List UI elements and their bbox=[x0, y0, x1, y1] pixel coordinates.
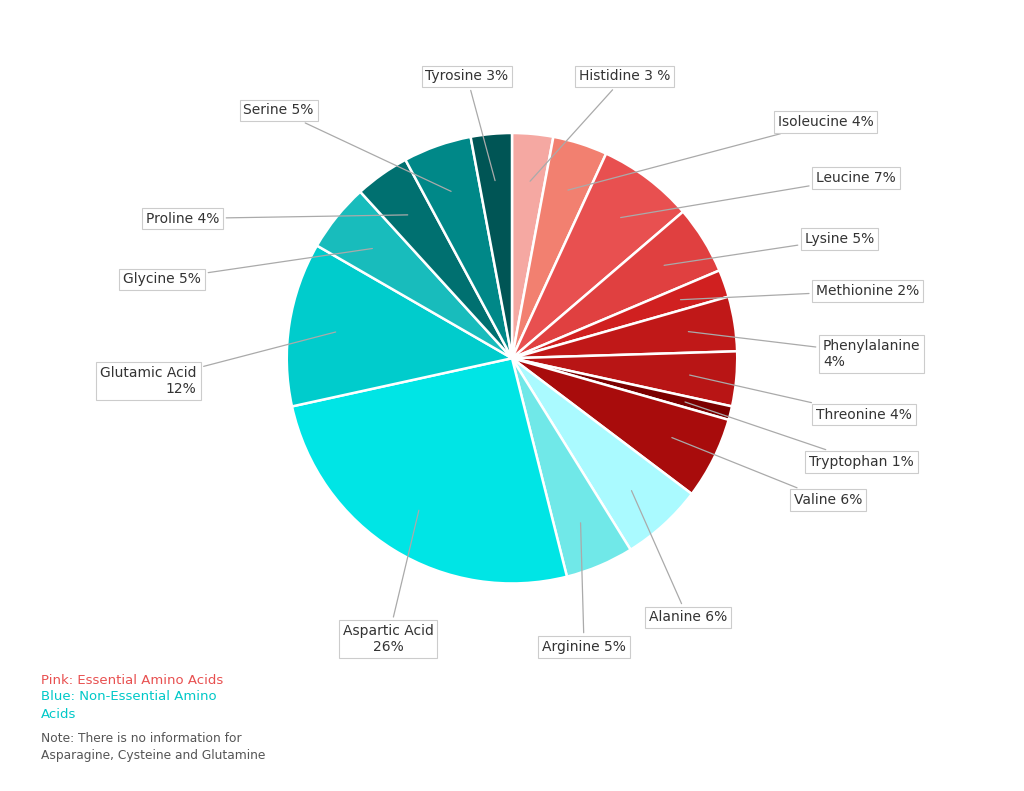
Wedge shape bbox=[512, 358, 631, 577]
Wedge shape bbox=[512, 297, 737, 358]
Wedge shape bbox=[406, 137, 512, 358]
Text: Serine 5%: Serine 5% bbox=[244, 104, 452, 191]
Text: Lysine 5%: Lysine 5% bbox=[665, 232, 874, 265]
Text: Alanine 6%: Alanine 6% bbox=[632, 490, 727, 624]
Wedge shape bbox=[317, 191, 512, 358]
Wedge shape bbox=[512, 137, 606, 358]
Text: Methionine 2%: Methionine 2% bbox=[681, 284, 920, 300]
Text: Note: There is no information for
Asparagine, Cysteine and Glutamine: Note: There is no information for Aspara… bbox=[41, 732, 265, 763]
Wedge shape bbox=[512, 212, 720, 358]
Text: Glutamic Acid
12%: Glutamic Acid 12% bbox=[100, 332, 336, 396]
Wedge shape bbox=[471, 133, 512, 358]
Wedge shape bbox=[512, 271, 729, 358]
Text: Tyrosine 3%: Tyrosine 3% bbox=[425, 70, 509, 180]
Text: Arginine 5%: Arginine 5% bbox=[542, 523, 626, 654]
Text: Isoleucine 4%: Isoleucine 4% bbox=[568, 115, 873, 190]
Wedge shape bbox=[512, 153, 683, 358]
Wedge shape bbox=[512, 358, 732, 420]
Wedge shape bbox=[287, 246, 512, 407]
Text: Phenylalanine
4%: Phenylalanine 4% bbox=[688, 331, 921, 369]
Text: Blue: Non-Essential Amino
Acids: Blue: Non-Essential Amino Acids bbox=[41, 691, 217, 721]
Text: Aspartic Acid
26%: Aspartic Acid 26% bbox=[343, 510, 433, 654]
Wedge shape bbox=[512, 358, 729, 494]
Text: Leucine 7%: Leucine 7% bbox=[621, 171, 896, 218]
Wedge shape bbox=[512, 133, 553, 358]
Text: Pink: Essential Amino Acids: Pink: Essential Amino Acids bbox=[41, 674, 223, 687]
Text: Proline 4%: Proline 4% bbox=[145, 211, 408, 225]
Wedge shape bbox=[292, 358, 567, 584]
Text: Tryptophan 1%: Tryptophan 1% bbox=[685, 402, 914, 469]
Text: Valine 6%: Valine 6% bbox=[672, 437, 862, 507]
Wedge shape bbox=[512, 351, 737, 407]
Wedge shape bbox=[360, 160, 512, 358]
Wedge shape bbox=[512, 358, 692, 550]
Text: Threonine 4%: Threonine 4% bbox=[689, 375, 912, 422]
Text: Histidine 3 %: Histidine 3 % bbox=[530, 70, 671, 181]
Text: Glycine 5%: Glycine 5% bbox=[123, 248, 373, 286]
